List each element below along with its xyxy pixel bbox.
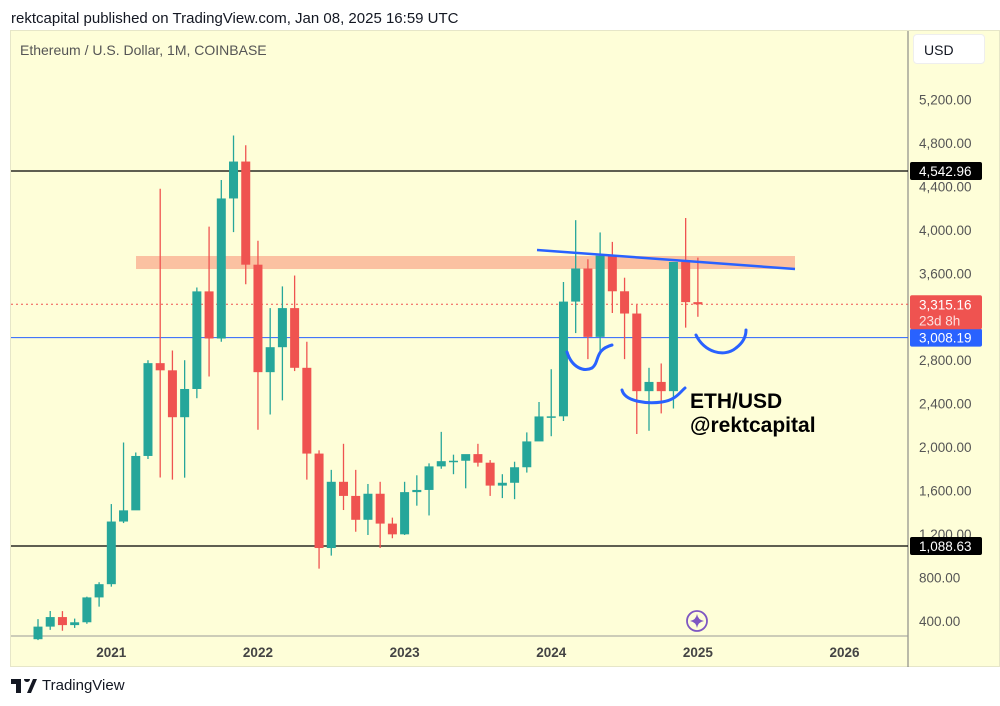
symbol-title: Ethereum / U.S. Dollar, 1M, COINBASE bbox=[20, 42, 267, 58]
candle-body bbox=[216, 198, 226, 339]
price-label-badge bbox=[910, 161, 982, 180]
candle-body bbox=[387, 523, 397, 535]
candle-body bbox=[485, 462, 495, 486]
candle-body bbox=[241, 161, 251, 265]
resistance-zone bbox=[136, 255, 795, 270]
annotation-text: @rektcapital bbox=[690, 414, 816, 437]
candle-body bbox=[534, 416, 544, 442]
candle-body bbox=[436, 461, 446, 467]
candle-body bbox=[571, 268, 581, 302]
candle-body bbox=[94, 584, 104, 598]
tradingview-logo[interactable]: TradingView bbox=[11, 677, 125, 694]
candle-body bbox=[302, 367, 312, 454]
y-tick-label: 800.00 bbox=[919, 570, 960, 585]
y-tick-label: 4,000.00 bbox=[919, 223, 972, 238]
candle-body bbox=[461, 454, 471, 461]
candle-body bbox=[473, 454, 483, 463]
price-label-text: 1,088.63 bbox=[919, 539, 972, 554]
y-tick-label: 2,800.00 bbox=[919, 353, 972, 368]
candle-body bbox=[57, 617, 67, 626]
price-label-badge bbox=[910, 537, 982, 555]
x-tick-label: 2022 bbox=[243, 645, 273, 660]
candle-body bbox=[314, 453, 324, 549]
price-label-text: 4,542.96 bbox=[919, 164, 972, 179]
currency-button[interactable]: USD bbox=[913, 34, 985, 64]
brand-name: TradingView bbox=[42, 677, 125, 694]
price-label-text: 3,008.19 bbox=[919, 331, 972, 346]
candle-body bbox=[229, 161, 239, 199]
y-tick-label: 2,400.00 bbox=[919, 397, 972, 412]
candle-body bbox=[595, 255, 605, 337]
price-label-badge bbox=[910, 328, 982, 347]
y-tick-label: 2,000.00 bbox=[919, 440, 972, 455]
candle-body bbox=[180, 388, 190, 418]
star-icon bbox=[686, 610, 708, 632]
candle-body bbox=[644, 381, 654, 392]
candle-body bbox=[326, 481, 336, 549]
candle-body bbox=[351, 495, 361, 520]
candle-body bbox=[265, 347, 275, 373]
candle-body bbox=[106, 521, 116, 585]
candle-body bbox=[167, 370, 177, 418]
candle-body bbox=[277, 308, 287, 348]
x-tick-label: 2021 bbox=[96, 645, 127, 660]
candle-body bbox=[400, 492, 410, 535]
candle-body bbox=[448, 460, 458, 463]
candle-body bbox=[290, 308, 300, 368]
candle-body bbox=[253, 264, 263, 373]
y-tick-label: 4,400.00 bbox=[919, 180, 972, 195]
y-tick-label: 3,600.00 bbox=[919, 266, 972, 281]
candle-body bbox=[681, 261, 691, 303]
tradingview-logo-icon bbox=[11, 678, 37, 693]
candle-body bbox=[546, 416, 556, 418]
x-tick-label: 2026 bbox=[829, 645, 860, 660]
annotation-text: ETH/USD bbox=[690, 390, 782, 413]
candle-body bbox=[412, 489, 422, 493]
candle-body bbox=[375, 493, 385, 524]
hand-drawn-arc bbox=[620, 386, 687, 405]
candle-body bbox=[424, 466, 434, 490]
y-tick-label: 4,800.00 bbox=[919, 136, 972, 151]
x-tick-label: 2025 bbox=[683, 645, 714, 660]
candle-body bbox=[155, 363, 165, 371]
trendline bbox=[536, 248, 796, 271]
x-tick-label: 2023 bbox=[390, 645, 421, 660]
candle-body bbox=[607, 255, 617, 292]
candle-body bbox=[204, 291, 214, 339]
x-tick-label: 2024 bbox=[536, 645, 567, 660]
candle-body bbox=[143, 363, 153, 456]
star-icon bbox=[690, 614, 704, 628]
candle-body bbox=[339, 481, 348, 496]
candle-body bbox=[583, 268, 593, 337]
candle-body bbox=[82, 597, 92, 623]
publish-info: rektcapital published on TradingView.com… bbox=[11, 10, 459, 27]
candle-body bbox=[33, 626, 43, 640]
candle-body bbox=[363, 493, 373, 520]
candle-body bbox=[522, 441, 532, 468]
candle-body bbox=[119, 510, 129, 522]
candle-body bbox=[558, 301, 568, 417]
candle-body bbox=[70, 622, 80, 626]
candle-body bbox=[656, 381, 666, 392]
last-price-badge bbox=[910, 295, 982, 330]
candle-body bbox=[693, 302, 703, 305]
last-price-text: 3,315.16 bbox=[919, 297, 972, 312]
candle-body bbox=[131, 455, 141, 511]
candle-body bbox=[192, 291, 202, 389]
candle-body bbox=[668, 261, 678, 392]
hand-drawn-arc bbox=[694, 328, 748, 355]
y-tick-label: 400.00 bbox=[919, 614, 960, 629]
hand-drawn-arc bbox=[565, 343, 614, 371]
y-tick-label: 5,200.00 bbox=[919, 93, 972, 108]
countdown-text: 23d 8h bbox=[919, 313, 960, 328]
candle-body bbox=[510, 467, 520, 483]
candle-body bbox=[632, 313, 642, 392]
candle-body bbox=[620, 291, 630, 314]
candle-body bbox=[45, 617, 55, 627]
y-tick-label: 1,600.00 bbox=[919, 483, 972, 498]
candle-body bbox=[497, 482, 507, 486]
